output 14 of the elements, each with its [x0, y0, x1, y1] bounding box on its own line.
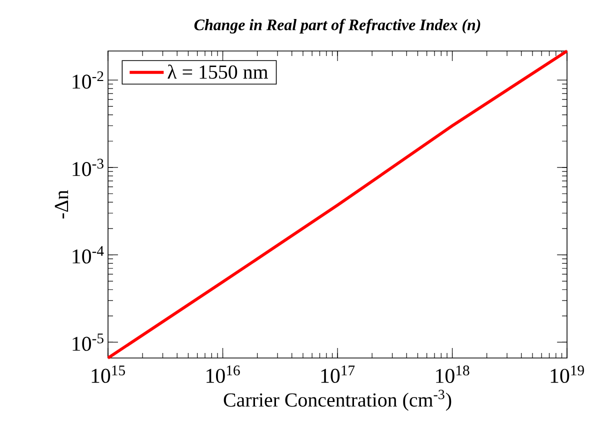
x-tick-label: 10$^{18}$: [436, 366, 470, 383]
y-tick-label: 10$^{-4}$: [72, 246, 104, 264]
chart-title: Change in Real part of Refractive Index (n): [194, 18, 480, 34]
x-tick-label: 10$^{19}$: [550, 366, 584, 383]
y-tick-label: 10$^{-3}$: [72, 158, 104, 176]
legend-label: λ = 1550 nm: [168, 64, 268, 79]
x-axis-title: Carrier Concentration (cm$^{-3}$): [224, 390, 452, 411]
x-tick-label: 10$^{17}$: [321, 366, 355, 383]
x-tick-label: 10$^{15}$: [92, 366, 125, 383]
x-tick-label: 10$^{16}$: [206, 366, 240, 383]
y-tick-label: 10$^{-2}$: [72, 71, 104, 89]
y-tick-label: 10$^{-5}$: [72, 334, 104, 351]
y-axis-title: -Δn: [54, 190, 68, 218]
line-series: [106, 50, 569, 360]
